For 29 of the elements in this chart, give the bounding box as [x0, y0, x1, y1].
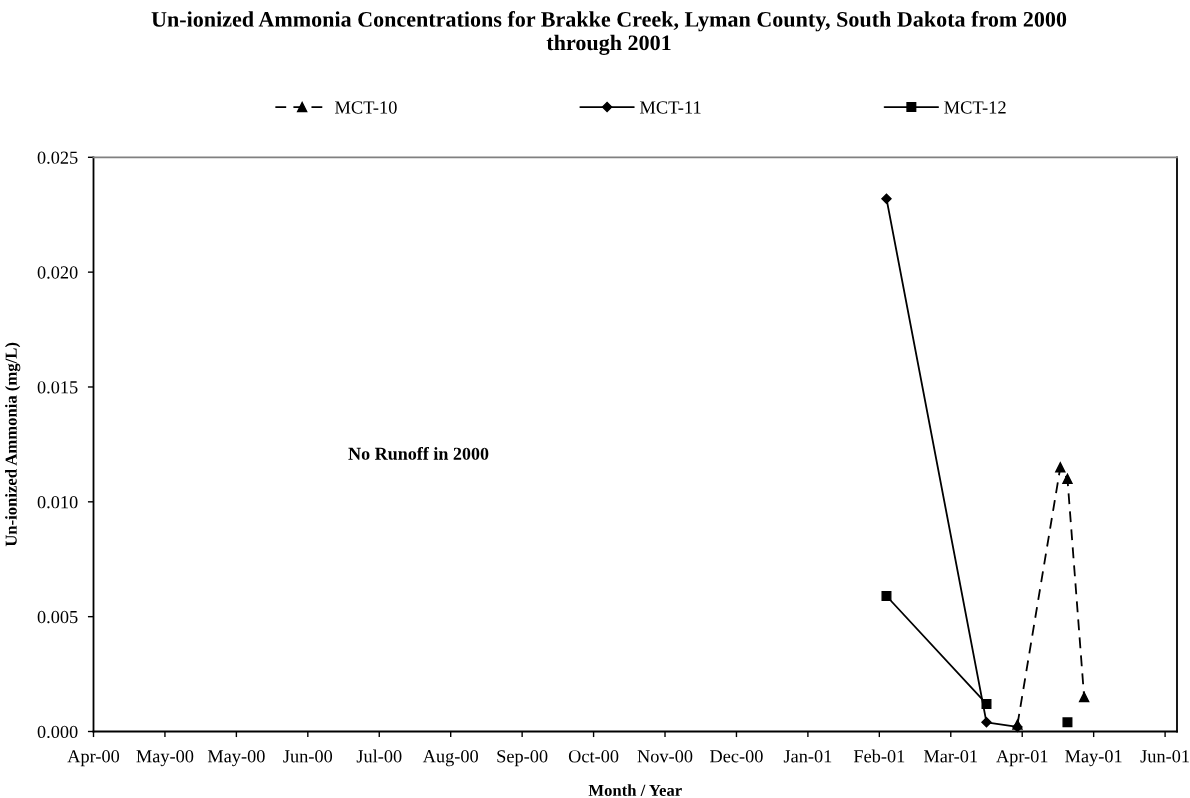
x-tick-label: Apr-00: [67, 750, 120, 767]
x-tick-label: May-01: [1065, 750, 1122, 767]
chart-title: Un-ionized Ammonia Concentrations for Brakke Creek, Lyman County, South Dakota from 2000 through 2001: [151, 11, 1067, 55]
x-axis-title: Month / Year: [588, 784, 682, 796]
legend-label: MCT-10: [335, 101, 397, 114]
x-tick-label: Aug-00: [422, 750, 478, 767]
x-tick-label: May-00: [136, 750, 194, 767]
y-tick-label: 0.010: [37, 495, 78, 509]
legend-label: MCT-12: [944, 101, 1006, 114]
annotation: No Runoff in 2000: [348, 446, 489, 460]
x-tick-label: Dec-00: [710, 750, 763, 763]
x-tick-label: Feb-01: [853, 749, 905, 763]
x-tick-label: Jul-00: [356, 749, 402, 763]
y-tick-label: 0.020: [37, 266, 78, 279]
x-tick-label: Nov-00: [637, 750, 693, 763]
y-axis-title: Un-ionized Ammonia (mg/L): [5, 342, 21, 547]
y-tick-label: 0.000: [37, 725, 78, 739]
x-tick-label: Oct-00: [568, 750, 619, 763]
x-tick-label: Jun-01: [1140, 750, 1189, 763]
y-tick-label: 0.015: [37, 381, 78, 394]
x-tick-label: May-00: [207, 750, 265, 767]
x-tick-label: Jan-01: [783, 750, 832, 763]
x-tick-label: Sep-00: [497, 750, 548, 767]
legend-label: MCT-11: [639, 101, 701, 114]
y-tick-label: 0.005: [37, 610, 78, 624]
y-tick-label: 0.025: [37, 151, 78, 164]
x-tick-label: Jun-00: [283, 750, 333, 763]
x-tick-label: Apr-01: [996, 750, 1048, 767]
x-tick-label: Mar-01: [923, 750, 977, 763]
